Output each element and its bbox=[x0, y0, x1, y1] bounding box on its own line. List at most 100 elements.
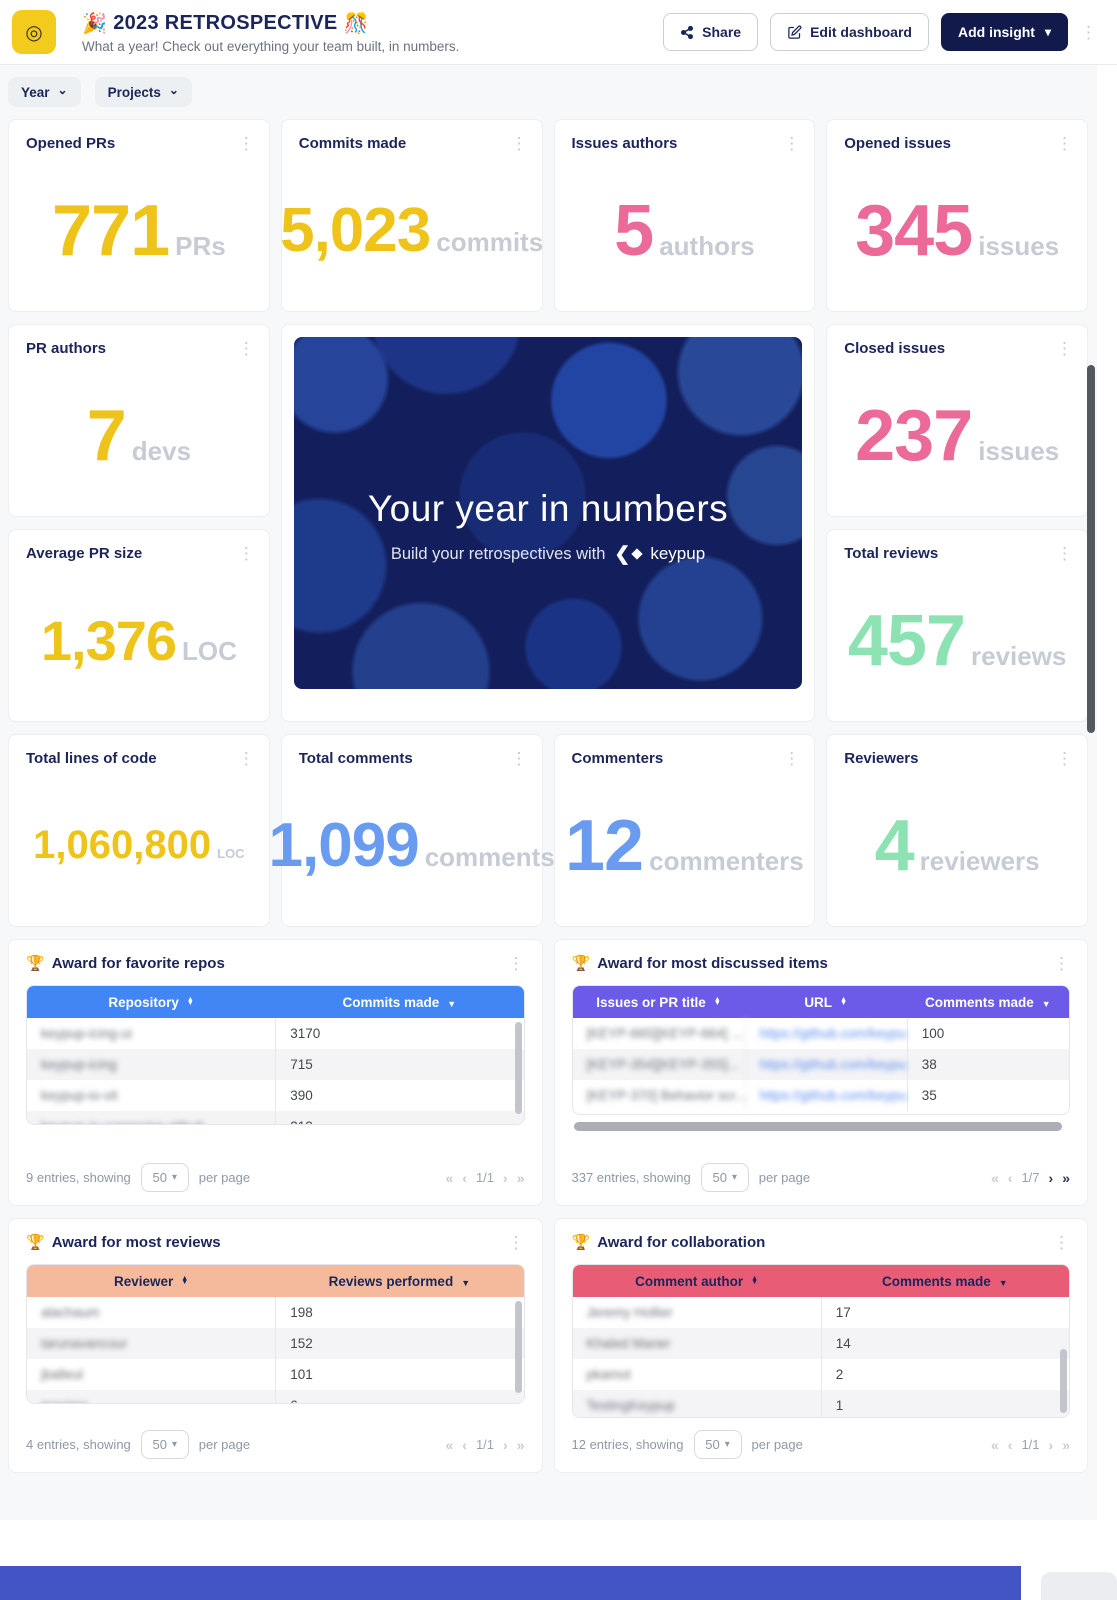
trophy-icon: 🏆 bbox=[571, 1234, 591, 1251]
share-button[interactable]: Share bbox=[663, 13, 759, 51]
sort-desc-icon[interactable] bbox=[447, 995, 456, 1010]
entries-count: 9 entries, showing bbox=[26, 1170, 131, 1185]
edit-pencil-icon bbox=[787, 25, 802, 40]
column-header-comments-made[interactable]: Comments made bbox=[907, 995, 1069, 1010]
last-page-icon[interactable]: » bbox=[516, 1169, 525, 1186]
page-size-select[interactable]: 50 bbox=[693, 1430, 742, 1459]
page-size-select[interactable]: 50 bbox=[140, 1430, 189, 1459]
stat-value: 7 bbox=[86, 395, 127, 476]
stat-unit: issues bbox=[978, 435, 1060, 466]
item-link[interactable]: https://github.com/keypup-io bbox=[744, 1049, 907, 1080]
add-insight-button[interactable]: Add insight bbox=[940, 13, 1068, 51]
first-page-icon[interactable]: « bbox=[990, 1169, 999, 1186]
sort-icon[interactable] bbox=[840, 998, 847, 1007]
first-page-icon[interactable]: « bbox=[445, 1169, 454, 1186]
page-indicator: 1/7 bbox=[1021, 1170, 1040, 1185]
next-page-icon[interactable]: › bbox=[503, 1169, 508, 1186]
item-link[interactable]: https://github.com/keypup-io bbox=[744, 1018, 907, 1049]
stat-value: 1,376 bbox=[40, 609, 177, 672]
last-page-icon[interactable]: » bbox=[1062, 1436, 1070, 1453]
page-scrollbar-thumb[interactable] bbox=[1087, 365, 1095, 733]
table-scrollbar[interactable] bbox=[514, 1301, 522, 1393]
prev-page-icon[interactable]: ‹ bbox=[462, 1169, 467, 1186]
first-page-icon[interactable]: « bbox=[445, 1436, 454, 1453]
last-page-icon[interactable]: » bbox=[1062, 1169, 1070, 1186]
year-in-numbers-banner: Your year in numbers Build your retrospe… bbox=[293, 337, 803, 689]
item-link[interactable]: https://github.com/keypup-io bbox=[744, 1080, 907, 1111]
table-scrollbar[interactable] bbox=[514, 1022, 522, 1114]
page-subtitle: What a year! Check out everything your t… bbox=[82, 38, 460, 54]
prev-page-icon[interactable]: ‹ bbox=[1007, 1436, 1013, 1453]
stat-value: 457 bbox=[847, 600, 966, 681]
per-page-label: per page bbox=[198, 1170, 251, 1185]
page-size-select[interactable]: 50 bbox=[700, 1163, 749, 1192]
sort-icon[interactable] bbox=[187, 998, 194, 1007]
trophy-icon: 🏆 bbox=[571, 955, 591, 972]
sort-icon[interactable] bbox=[714, 998, 721, 1007]
column-header-repository[interactable]: Repository bbox=[27, 995, 275, 1010]
stat-unit: commenters bbox=[649, 845, 804, 876]
page-indicator: 1/1 bbox=[1021, 1437, 1040, 1452]
table-row: Khaled Maner 14 bbox=[572, 1328, 1069, 1359]
sort-icon[interactable] bbox=[181, 1277, 188, 1286]
table-row: tarunavancour 152 bbox=[27, 1328, 524, 1359]
card-kebab-icon[interactable] bbox=[508, 1234, 525, 1251]
column-header-reviews-performed[interactable]: Reviews performed bbox=[275, 1274, 523, 1289]
column-header-reviewer[interactable]: Reviewer bbox=[27, 1274, 275, 1289]
entries-count: 4 entries, showing bbox=[26, 1437, 131, 1452]
sort-desc-icon[interactable] bbox=[461, 1274, 470, 1289]
stat-value: 12 bbox=[565, 805, 644, 886]
award-favorite-repos-card: 🏆Award for favorite repos Repository Com… bbox=[8, 939, 543, 1206]
next-page-icon[interactable]: › bbox=[1048, 1169, 1054, 1186]
prev-page-icon[interactable]: ‹ bbox=[1007, 1169, 1013, 1186]
card-kebab-icon[interactable] bbox=[1053, 955, 1070, 972]
column-header-comment-author[interactable]: Comment author bbox=[573, 1274, 821, 1289]
column-header-url[interactable]: URL bbox=[745, 995, 907, 1010]
stat-unit: reviewers bbox=[919, 845, 1040, 876]
stat-value: 4 bbox=[874, 805, 915, 886]
table-row: jballeul 101 bbox=[27, 1359, 524, 1390]
stat-unit: issues bbox=[978, 230, 1060, 261]
table-row: keypup-io-vit 390 bbox=[27, 1080, 524, 1111]
brand-name: keypup bbox=[650, 544, 706, 563]
first-page-icon[interactable]: « bbox=[990, 1436, 999, 1453]
award-most-discussed-card: 🏆Award for most discussed items Issues o… bbox=[553, 939, 1088, 1206]
column-header-commits-made[interactable]: Commits made bbox=[275, 995, 523, 1010]
column-header-comments-made[interactable]: Comments made bbox=[821, 1274, 1069, 1289]
bottom-horizontal-scrollbar[interactable] bbox=[0, 1566, 1021, 1600]
page-size-select[interactable]: 50 bbox=[140, 1163, 189, 1192]
stat-unit: commits bbox=[436, 227, 544, 257]
filter-projects[interactable]: Projects bbox=[94, 77, 192, 107]
edit-dashboard-button[interactable]: Edit dashboard bbox=[770, 13, 929, 51]
column-header-issue-title[interactable]: Issues or PR title bbox=[573, 995, 745, 1010]
table-row: keypup-icing 715 bbox=[27, 1049, 524, 1080]
prev-page-icon[interactable]: ‹ bbox=[462, 1436, 467, 1453]
stat-value: 5 bbox=[614, 190, 654, 271]
keypup-logo-icon: ❮ bbox=[614, 545, 644, 564]
stat-value: 771 bbox=[52, 190, 170, 271]
favorite-repos-table: Repository Commits made keypup-icing-ui3… bbox=[26, 985, 525, 1125]
card-kebab-icon[interactable] bbox=[508, 955, 525, 972]
banner-tagline: Build your retrospectives with bbox=[390, 544, 606, 563]
award-most-reviews-card: 🏆Award for most reviews Reviewer Reviews… bbox=[8, 1218, 543, 1473]
last-page-icon[interactable]: » bbox=[516, 1436, 525, 1453]
sort-icon[interactable] bbox=[751, 1277, 758, 1286]
card-kebab-icon[interactable] bbox=[1053, 1234, 1070, 1251]
next-page-icon[interactable]: › bbox=[1048, 1436, 1054, 1453]
table-row: [KEYP-370] Behavior scr... https://github… bbox=[572, 1080, 1069, 1111]
stat-unit: LOC bbox=[217, 846, 245, 861]
horizontal-scrollbar[interactable] bbox=[572, 1122, 1071, 1131]
header-kebab-menu-icon[interactable] bbox=[1080, 24, 1097, 41]
sort-desc-icon[interactable] bbox=[1042, 995, 1051, 1010]
sort-desc-icon[interactable] bbox=[999, 1274, 1008, 1289]
table-scrollbar[interactable] bbox=[1060, 1349, 1067, 1413]
filter-year[interactable]: Year bbox=[8, 77, 81, 107]
next-page-icon[interactable]: › bbox=[503, 1436, 508, 1453]
